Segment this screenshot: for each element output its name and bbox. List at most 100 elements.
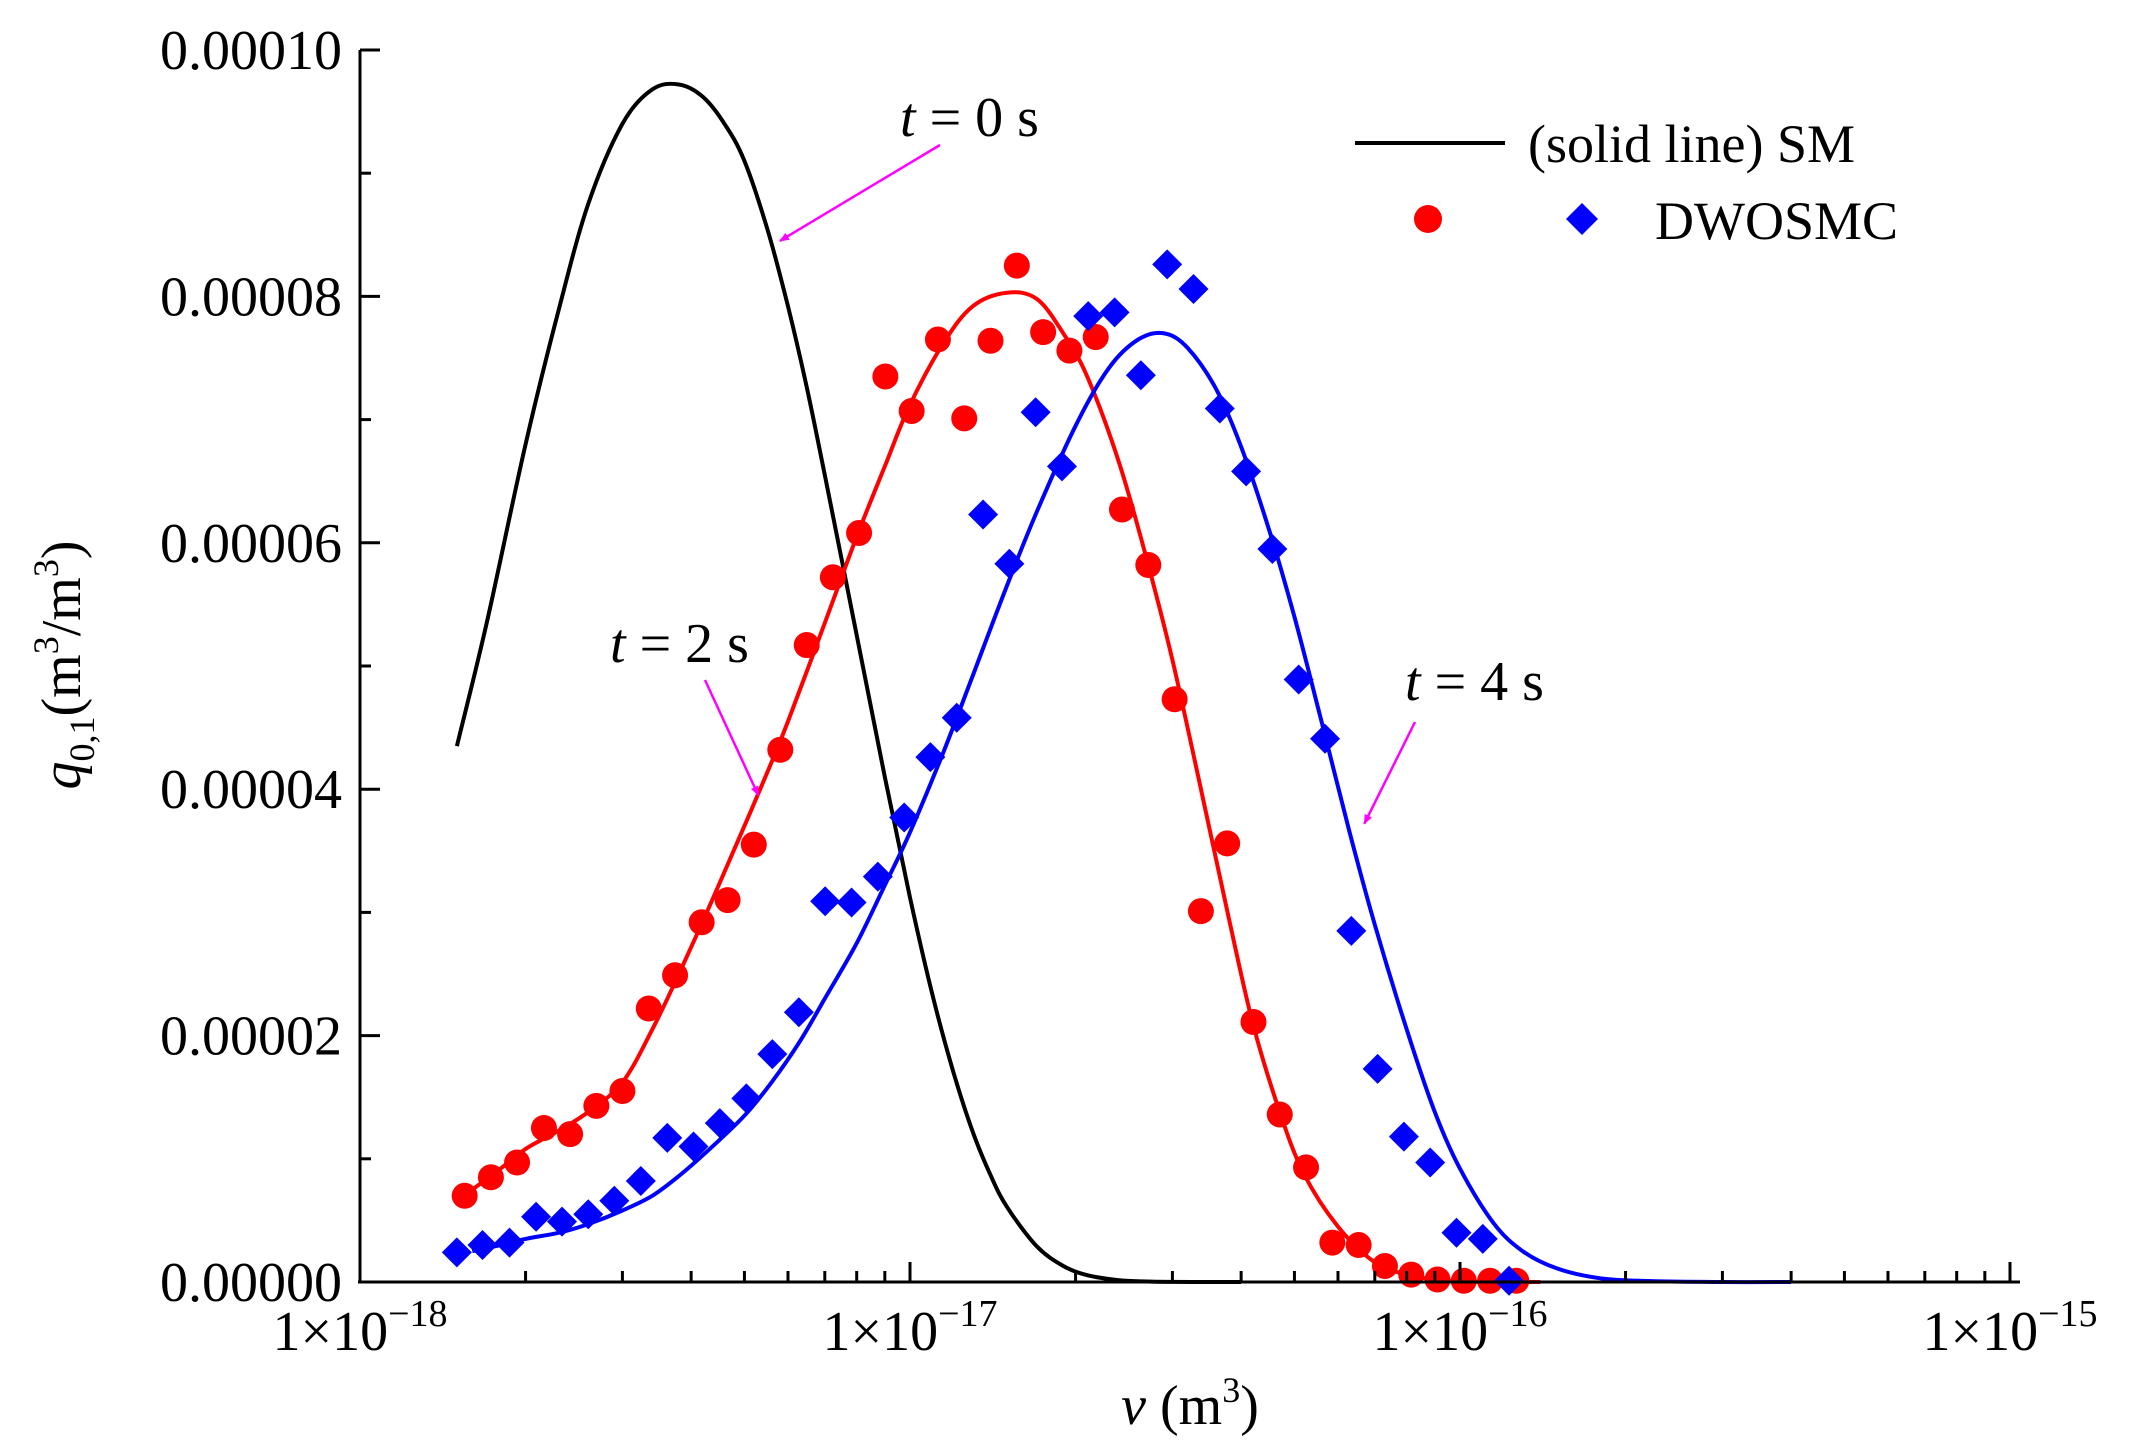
x-tick-label-exp: −18 bbox=[388, 1293, 447, 1335]
data-point-circle bbox=[504, 1149, 531, 1176]
data-point-circle bbox=[609, 1078, 636, 1105]
data-point-diamond bbox=[1046, 451, 1077, 482]
data-point-circle bbox=[635, 995, 662, 1022]
x-tick-label-base: 1×10 bbox=[272, 1301, 388, 1363]
annotation-text: = 0 s bbox=[916, 87, 1039, 149]
legend: (solid line) SM DWOSMC bbox=[1355, 114, 1898, 251]
data-point-circle bbox=[1003, 252, 1030, 279]
x-tick-label-exp: −16 bbox=[1488, 1293, 1547, 1335]
data-point-circle bbox=[740, 831, 767, 858]
data-point-circle bbox=[1398, 1261, 1425, 1288]
x-tick-label-base: 1×10 bbox=[822, 1301, 938, 1363]
y-axis-unit-close: ) bbox=[31, 541, 93, 560]
y-axis-unit-exp: 3 bbox=[26, 636, 66, 654]
legend-marker-label: DWOSMC bbox=[1655, 191, 1898, 251]
data-point-circle bbox=[1240, 1009, 1267, 1036]
x-tick-label-exp: −17 bbox=[938, 1293, 997, 1335]
series-line-2 bbox=[471, 330, 1792, 1285]
data-point-circle bbox=[1108, 496, 1135, 523]
data-point-diamond bbox=[731, 1083, 762, 1114]
data-point-diamond bbox=[652, 1122, 683, 1153]
data-point-diamond bbox=[1467, 1223, 1498, 1254]
data-point-diamond bbox=[836, 887, 867, 918]
data-point-circle bbox=[1319, 1229, 1346, 1256]
legend-diamond-marker bbox=[1566, 203, 1598, 235]
data-point-diamond bbox=[1283, 664, 1314, 695]
data-point-diamond bbox=[915, 742, 946, 773]
data-point-diamond bbox=[1388, 1121, 1419, 1152]
y-tick-label: 0.00004 bbox=[160, 759, 342, 821]
series-line-0 bbox=[454, 81, 1242, 1284]
annotation-arrow bbox=[703, 679, 760, 797]
y-axis-title: q0,1(m3/m3) bbox=[26, 541, 102, 790]
y-axis-var-sub: 0,1 bbox=[62, 717, 102, 762]
data-point-diamond bbox=[1099, 297, 1130, 328]
y-axis-unit-exp2: 3 bbox=[26, 559, 66, 577]
data-point-diamond bbox=[941, 702, 972, 733]
data-point-diamond bbox=[757, 1039, 788, 1070]
data-point-diamond bbox=[1020, 397, 1051, 428]
legend-line-label: (solid line) SM bbox=[1528, 114, 1855, 174]
x-axis-unit-exp: 3 bbox=[1222, 1370, 1240, 1410]
data-point-diamond bbox=[599, 1185, 630, 1216]
data-point-circle bbox=[1424, 1266, 1451, 1293]
x-tick-label: 1×10−17 bbox=[822, 1293, 997, 1363]
data-point-circle bbox=[1187, 898, 1214, 925]
annotation-var: t bbox=[1405, 651, 1422, 713]
data-point-circle bbox=[872, 363, 899, 390]
y-axis-var: q bbox=[31, 762, 93, 790]
data-point-diamond bbox=[1362, 1053, 1393, 1084]
data-point-diamond bbox=[625, 1165, 656, 1196]
annotation-text: = 2 s bbox=[626, 613, 749, 675]
data-point-diamond bbox=[1073, 301, 1104, 332]
x-tick-label: 1×10−16 bbox=[1372, 1293, 1547, 1363]
data-point-diamond bbox=[862, 861, 893, 892]
data-point-circle bbox=[583, 1092, 610, 1119]
data-point-circle bbox=[557, 1121, 584, 1148]
annotation-arrow bbox=[1363, 721, 1417, 825]
x-axis-title: v (m3) bbox=[1121, 1370, 1259, 1437]
x-axis-var: v bbox=[1121, 1375, 1146, 1437]
data-point-diamond bbox=[704, 1108, 735, 1139]
y-axis-unit-mid: /m bbox=[31, 577, 93, 636]
y-tick-label: 0.00008 bbox=[160, 266, 342, 328]
data-point-circle bbox=[1030, 319, 1057, 346]
data-point-circle bbox=[1214, 830, 1241, 857]
data-point-circle bbox=[898, 397, 925, 424]
y-tick-label: 0.00000 bbox=[160, 1252, 342, 1314]
annotation-var: t bbox=[900, 87, 917, 149]
data-point-diamond bbox=[441, 1237, 472, 1268]
ticks-layer: 0.00000 0.00002 0.00004 0.00006 0.00008 0.000… bbox=[160, 20, 2098, 1363]
annotation-var: t bbox=[610, 613, 627, 675]
data-point-circle bbox=[530, 1115, 557, 1141]
series-layer bbox=[441, 81, 1792, 1296]
data-point-circle bbox=[1293, 1154, 1320, 1181]
annotation-label: t = 4 s bbox=[1405, 651, 1544, 713]
data-point-diamond bbox=[1310, 723, 1341, 754]
x-tick-label-base: 1×10 bbox=[1372, 1301, 1488, 1363]
annotation-label: t = 2 s bbox=[610, 613, 749, 675]
data-point-circle bbox=[819, 564, 846, 591]
data-point-diamond bbox=[494, 1227, 525, 1258]
data-point-circle bbox=[662, 962, 689, 989]
data-point-diamond bbox=[1415, 1147, 1446, 1178]
data-point-circle bbox=[477, 1164, 504, 1191]
y-tick-label: 0.00002 bbox=[160, 1006, 342, 1068]
annotation-arrow bbox=[779, 143, 941, 243]
series-line-1 bbox=[471, 290, 1541, 1285]
annotation-label: t = 0 s bbox=[900, 87, 1039, 149]
data-point-circle bbox=[1135, 551, 1162, 578]
data-point-diamond bbox=[1125, 360, 1156, 391]
y-tick-label: 0.00006 bbox=[160, 513, 342, 575]
legend-circle-marker bbox=[1414, 205, 1442, 233]
data-point-diamond bbox=[1204, 393, 1235, 424]
data-point-diamond bbox=[889, 802, 920, 833]
x-tick-label-exp: −15 bbox=[2038, 1293, 2097, 1335]
x-tick-label-base: 1×10 bbox=[1922, 1301, 2038, 1363]
data-point-circle bbox=[1266, 1101, 1293, 1128]
data-point-circle bbox=[1056, 337, 1083, 364]
annotation-text: = 4 s bbox=[1421, 651, 1544, 713]
data-point-diamond bbox=[521, 1201, 552, 1232]
data-point-diamond bbox=[1441, 1217, 1472, 1248]
data-point-diamond bbox=[1178, 274, 1209, 305]
